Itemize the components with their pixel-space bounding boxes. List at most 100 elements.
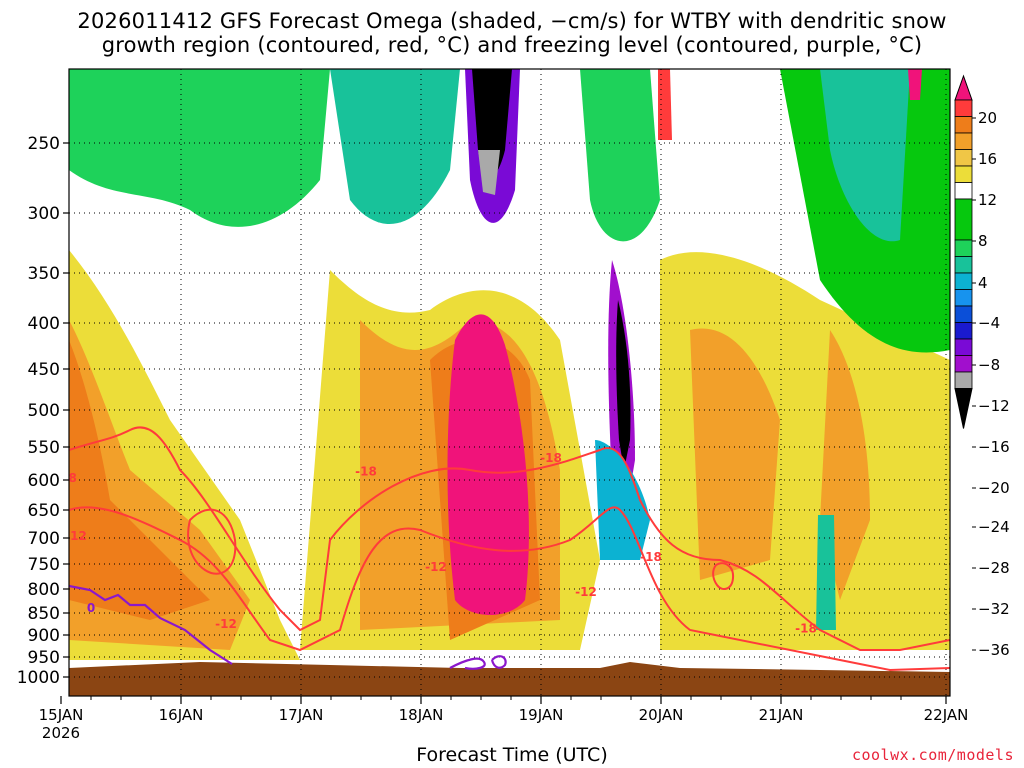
y-tick-label-350: 350 [28,264,60,284]
omega-region-magenta-top-right [908,69,922,100]
chart-title-line2: growth region (contoured, red, °C) and f… [101,33,923,57]
y-tick-label-1000: 1000 [17,668,60,688]
omega-region-black-mid [616,300,631,470]
omega-region-red-top-right [658,69,672,140]
omega-region-green-top-right-2 [580,69,660,242]
x-tick-label-17JAN: 17JAN [279,706,324,724]
y-tick-label-750: 750 [28,555,60,575]
colorbar-swatch-7 [954,198,973,241]
omega-region-magenta-core [447,314,529,615]
colorbar-swatch-6 [954,182,973,200]
omega-region-gray-top [478,150,500,195]
contour-minus12-lower [69,506,950,672]
colorbar-label-6: −8 [978,356,1000,374]
omega-region-teal-top-right [820,69,910,242]
y-tick-label-250: 250 [28,134,60,154]
y-tick-label-600: 600 [28,471,60,491]
plot-frame [68,68,951,697]
freezing-level-mid [449,655,507,670]
y-tick-label-850: 850 [28,604,60,624]
contour-label-0: -18 [55,471,77,485]
contour-minus18-upper [69,426,950,651]
colorbar-label-13: −36 [978,641,1010,659]
y-tick-label-500: 500 [28,401,60,421]
colorbar-swatch-16 [954,371,973,389]
y-tick-label-900: 900 [28,626,60,646]
contour-label-3: -18 [355,464,377,478]
dgz-contours [69,426,950,672]
colorbar: 20 16 12 8 4 −4 −8 −12 −16 −20 −24 −28 −32 −36 [954,74,1010,659]
colorbar-swatch-15 [954,355,973,373]
freezing-level-contours [69,584,507,670]
colorbar-swatch-9 [954,256,973,274]
omega-region-green-top-mid [330,69,460,224]
colorbar-label-8: −16 [978,438,1010,456]
colorbar-swatch-11 [954,289,973,307]
x-tick-label-22JAN: 22JAN [924,706,969,724]
contour-label-4: -12 [425,560,447,574]
contour-labels: -18 -12 -12 -18 -12 -18 -12 -18 -18 0 [55,451,817,636]
y-axis: 2503003504004505005506006507007508008509… [17,134,69,688]
chart-title-line1: 2026011412 GFS Forecast Omega (shaded, −… [77,9,947,33]
colorbar-label-10: −24 [978,518,1010,536]
contour-label-8: -18 [795,622,817,636]
x-tick-label-18JAN: 18JAN [399,706,444,724]
colorbar-label-9: −20 [978,479,1010,497]
x-axis-label: Forecast Time (UTC) [416,744,608,766]
contour-label-6: -12 [575,585,597,599]
contour-closed-right [712,562,735,591]
omega-region-green-top-left [69,69,330,227]
colorbar-swatch-4 [954,149,973,167]
terrain-ground [69,662,950,696]
colorbar-label-0: 20 [978,109,997,127]
colorbar-label-3: 8 [978,232,988,250]
grid-lines [69,69,950,696]
plot-area: -18 -12 -12 -18 -12 -18 -12 -18 -18 0 [55,69,950,696]
colorbar-swatch-1 [954,99,973,117]
colorbar-swatch-5 [954,165,973,183]
colorbar-label-4: 4 [978,274,988,292]
x-tick-label-15JAN: 15JAN [39,706,84,724]
source-credit: coolwx.com/models [851,746,1014,764]
colorbar-swatch-8 [954,239,973,257]
x-tick-label-19JAN: 19JAN [519,706,564,724]
freezing-level-label: 0 [87,601,95,615]
y-tick-label-450: 450 [28,360,60,380]
y-tick-label-800: 800 [28,580,60,600]
colorbar-label-12: −32 [978,600,1010,618]
colorbar-label-7: −12 [978,397,1010,415]
x-tick-sublabel-15JAN: 2026 [42,724,80,742]
x-tick-label-16JAN: 16JAN [159,706,204,724]
colorbar-label-5: −4 [978,314,1000,332]
omega-region-blue-mid [595,440,650,560]
y-tick-label-300: 300 [28,204,60,224]
contour-label-5: -18 [540,451,562,465]
colorbar-swatch-14 [954,338,973,356]
colorbar-swatch-12 [954,305,973,323]
omega-region-black-top [472,69,512,177]
colorbar-swatch-3 [954,132,973,150]
colorbar-swatch-2 [954,116,973,134]
y-tick-label-700: 700 [28,529,60,549]
contour-label-7: -18 [640,550,662,564]
colorbar-label-1: 16 [978,150,997,168]
colorbar-swatch-top [954,74,973,101]
colorbar-swatch-bottom [954,388,973,429]
x-tick-label-20JAN: 20JAN [639,706,684,724]
y-tick-label-400: 400 [28,314,60,334]
colorbar-label-11: −28 [978,559,1010,577]
freezing-level-left [69,584,233,665]
contour-closed-left [187,508,237,575]
contour-label-1: -12 [65,529,87,543]
x-tick-label-21JAN: 21JAN [759,706,804,724]
colorbar-swatch-10 [954,272,973,290]
y-tick-label-650: 650 [28,501,60,521]
contour-label-2: -12 [215,617,237,631]
y-tick-label-950: 950 [28,648,60,668]
omega-region-orange-right [690,328,780,580]
omega-region-teal-right [816,515,836,630]
colorbar-label-2: 12 [978,191,997,209]
omega-region-red-left [69,340,210,620]
